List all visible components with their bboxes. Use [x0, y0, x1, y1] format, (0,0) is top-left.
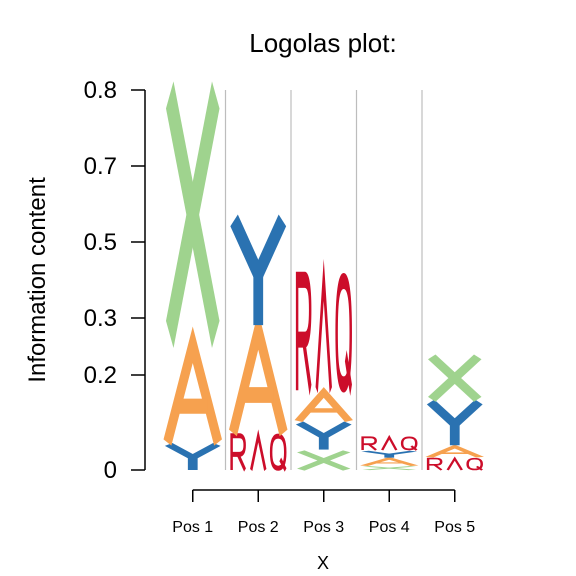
letter-lam-glyph — [315, 258, 332, 394]
letter-r-glyph — [295, 271, 312, 396]
letter-a-glyph — [294, 387, 353, 422]
x-tick-label: Pos 4 — [369, 519, 410, 536]
letter-y-glyph — [230, 214, 287, 326]
letter-lam-glyph — [446, 456, 463, 471]
letter-r-glyph — [361, 436, 377, 451]
letter-x-glyph — [362, 466, 417, 471]
logo-stack-2 — [229, 214, 288, 472]
chart-title: Logolas plot: — [249, 28, 396, 58]
letter-r-glyph — [230, 433, 246, 472]
x-tick-label: Pos 3 — [303, 519, 344, 536]
grid-lines — [224, 90, 423, 470]
letter-a-glyph — [425, 444, 484, 458]
letter-q-glyph — [269, 433, 287, 472]
x-axis-label: X — [317, 553, 329, 573]
letter-x-glyph — [165, 81, 220, 348]
letter-a-glyph — [163, 326, 222, 446]
logo-stack-3 — [294, 258, 353, 471]
letter-a-glyph — [360, 456, 419, 466]
y-tick-label: 0.8 — [84, 77, 117, 104]
letter-x-glyph — [296, 450, 351, 471]
letter-y-glyph — [426, 399, 483, 446]
letter-x-glyph — [427, 354, 482, 402]
y-tick-label: 0 — [104, 457, 117, 484]
letter-a-glyph — [229, 311, 288, 437]
y-tick-label: 0.3 — [84, 305, 117, 332]
x-axis: Pos 1 Pos 2 Pos 3 Pos 4 Pos 5 — [172, 489, 475, 536]
letter-y-glyph — [295, 421, 352, 450]
y-axis-label: Information content — [24, 177, 51, 383]
letter-y-glyph — [361, 450, 418, 458]
y-axis: 0 0.2 0.3 0.5 0.7 0.8 — [84, 77, 146, 484]
logo-stack-1 — [163, 81, 222, 470]
letter-q-glyph — [400, 436, 418, 451]
logo-stacks — [163, 81, 484, 472]
y-tick-label: 0.5 — [84, 229, 117, 256]
logo-stack-5 — [425, 354, 484, 471]
y-tick-label: 0.2 — [84, 362, 117, 389]
letter-lam-glyph — [381, 434, 398, 451]
letter-q-glyph — [466, 457, 483, 471]
x-tick-label: Pos 1 — [172, 519, 213, 536]
x-tick-label: Pos 2 — [238, 519, 279, 536]
letter-r-glyph — [426, 457, 443, 471]
letter-lam-glyph — [250, 429, 267, 471]
y-tick-label: 0.7 — [84, 153, 117, 180]
letter-q-glyph — [335, 272, 352, 396]
x-tick-label: Pos 5 — [434, 519, 475, 536]
logo-stack-4 — [360, 434, 419, 471]
letter-y-glyph — [164, 442, 221, 470]
